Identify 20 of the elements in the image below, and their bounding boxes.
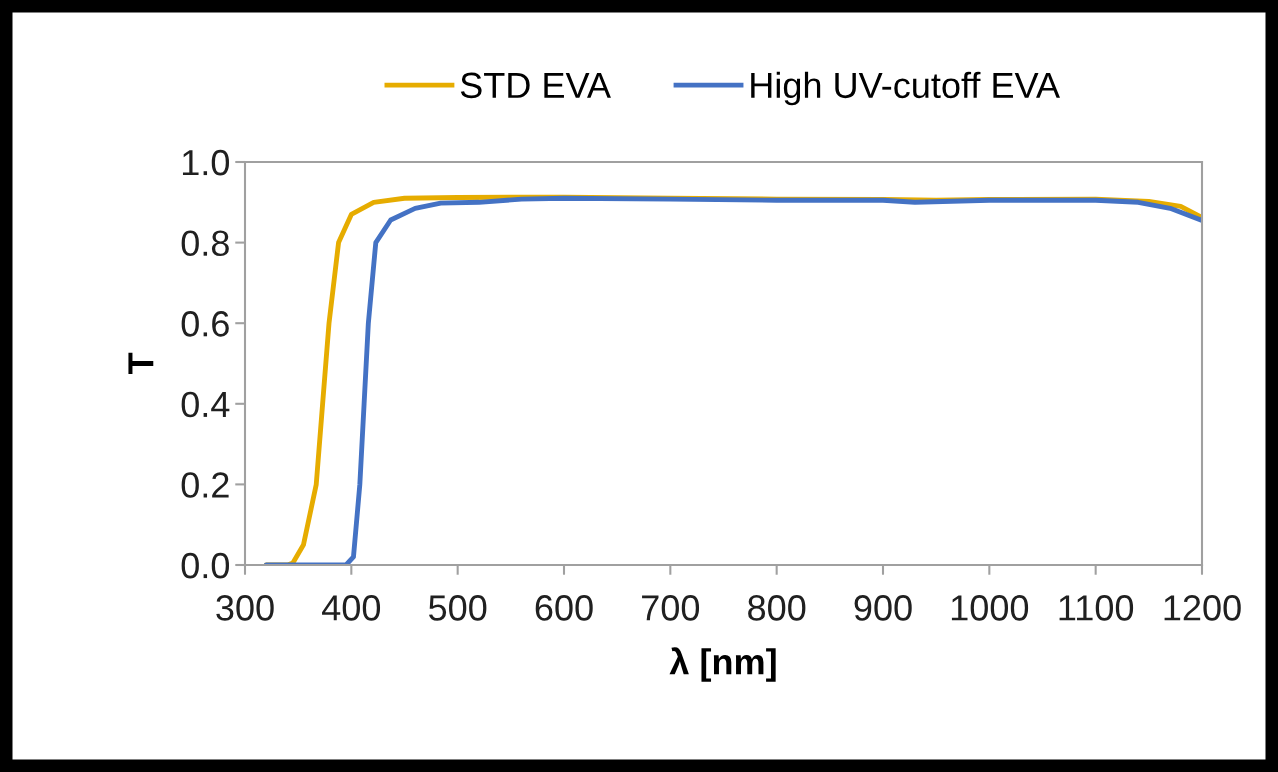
x-tick-label: 1100 [1059, 595, 1134, 621]
x-tick-label: 700 [642, 595, 700, 621]
y-axis-title: T [128, 352, 154, 375]
x-tick-label: 1000 [951, 595, 1029, 621]
y-tick-label: 0.6 [181, 311, 229, 337]
x-tick-label: 600 [535, 595, 593, 621]
legend-label: High UV-cutoff EVA [751, 71, 1060, 106]
y-tick-label: 0.2 [181, 472, 229, 498]
x-axis-title: λ [nm] [669, 647, 776, 682]
x-tick-label: 1200 [1164, 595, 1241, 621]
y-tick-label: 0.8 [181, 230, 229, 257]
x-tick-label: 300 [216, 595, 274, 621]
x-tick-label: 800 [748, 595, 806, 621]
y-tick-label: 0.4 [181, 391, 230, 418]
x-tick-label: 900 [854, 595, 912, 621]
y-tick-label: 0.0 [181, 552, 230, 579]
legend-label: STD EVA [460, 72, 611, 99]
y-tick-label: 1.0 [182, 149, 230, 176]
x-tick-label: 500 [428, 595, 487, 621]
x-tick-label: 400 [322, 595, 381, 621]
